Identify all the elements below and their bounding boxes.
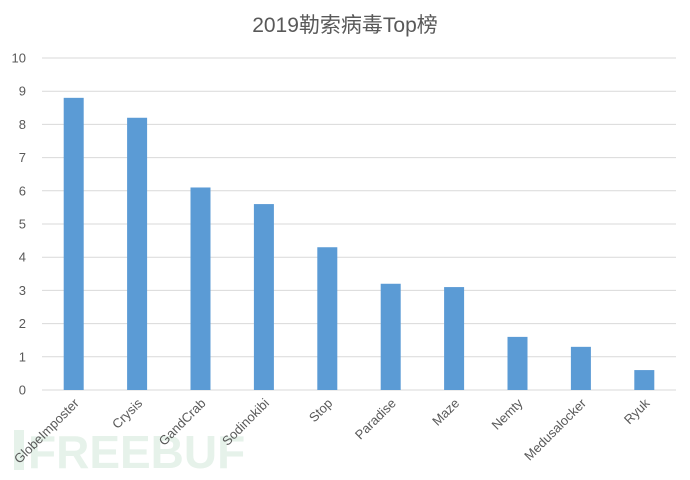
- gridlines: [42, 57, 676, 391]
- bar-ryuk: [634, 370, 655, 390]
- y-tick-label: 6: [19, 183, 26, 198]
- y-tick-label: 0: [19, 383, 26, 398]
- bar-maze: [444, 287, 465, 390]
- x-tick-label: Sodinokibi: [219, 395, 272, 448]
- watermark-text: FREEBUF: [28, 426, 245, 478]
- bar-medusalocker: [570, 346, 591, 390]
- bar-nemty: [507, 336, 528, 390]
- x-tick-label: Stop: [306, 396, 336, 426]
- y-tick-label: 5: [19, 217, 26, 232]
- y-tick-label: 8: [19, 117, 26, 132]
- bars: [63, 97, 655, 390]
- watermark: FREEBUF: [14, 426, 245, 478]
- watermark-icon: [14, 430, 24, 470]
- y-tick-label: 10: [12, 51, 26, 66]
- bar-crysis: [127, 117, 148, 390]
- x-tick-label: Ryuk: [621, 395, 653, 427]
- y-tick-label: 3: [19, 283, 26, 298]
- bar-globeimposter: [63, 97, 84, 390]
- bar-stop: [317, 247, 338, 390]
- y-tick-label: 4: [19, 250, 26, 265]
- y-axis-ticks: 0 1 2 3 4 5 6 7 8 9 10: [12, 51, 26, 398]
- bar-sodinokibi: [253, 204, 274, 390]
- bar-gandcrab: [190, 187, 211, 390]
- y-tick-label: 2: [19, 316, 26, 331]
- x-tick-label: Paradise: [352, 396, 399, 443]
- y-tick-label: 1: [19, 349, 26, 364]
- y-tick-label: 7: [19, 150, 26, 165]
- x-tick-label: Maze: [429, 396, 462, 429]
- bar-paradise: [380, 283, 401, 390]
- x-tick-label: Medusalocker: [521, 395, 589, 463]
- x-tick-label: Nemty: [488, 395, 526, 433]
- chart-title: 2019勒索病毒Top榜: [252, 14, 438, 37]
- y-tick-label: 9: [19, 84, 26, 99]
